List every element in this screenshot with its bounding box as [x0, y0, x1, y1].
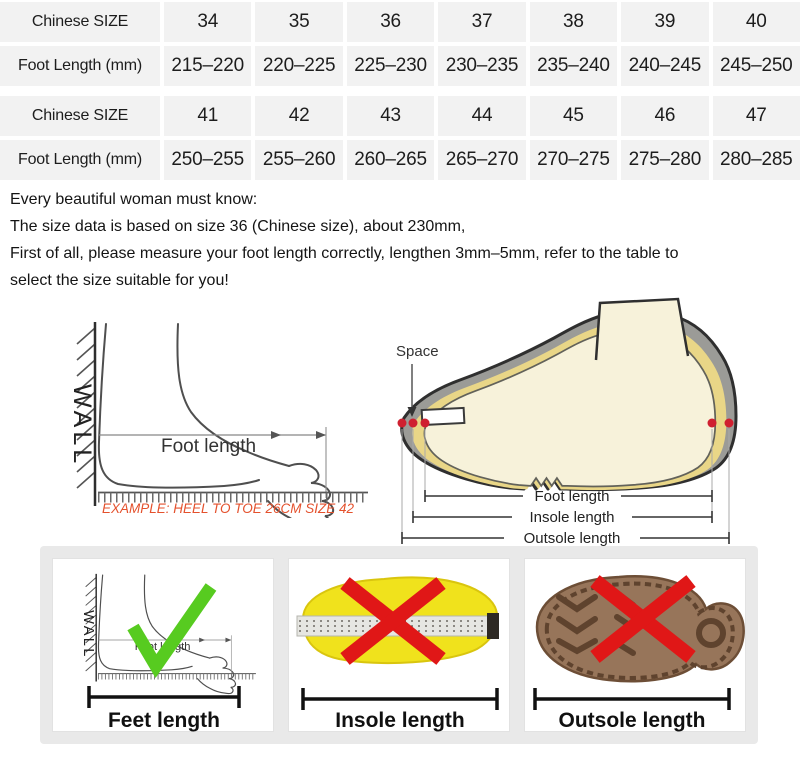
length-cell: 245–250 [712, 46, 800, 86]
length-cell: 255–260 [255, 140, 343, 180]
length-cell: 270–275 [529, 140, 618, 180]
how-to-measure-panels: Feet length Insole length [40, 546, 758, 744]
ibeam-line [87, 686, 241, 708]
mini-foot-diagram [80, 574, 256, 694]
foot-length-label: Foot length [534, 488, 609, 505]
panel-insole-length: Insole length [288, 558, 510, 732]
size-cell: 39 [621, 2, 709, 42]
length-cell: 215–220 [164, 46, 252, 86]
heel-tread [696, 618, 726, 648]
note-line: The size data is based on size 36 (Chine… [10, 218, 466, 235]
length-cell: 230–235 [438, 46, 526, 86]
size-cell: 42 [255, 96, 343, 136]
feet-length-graphic: Feet length [53, 559, 275, 732]
table-row-label: Foot Length (mm) [0, 46, 160, 86]
length-cell: 235–240 [529, 46, 618, 86]
foot-length-line [424, 490, 713, 502]
size-cell: 41 [164, 96, 252, 136]
insole-length-label: Insole length [529, 509, 614, 526]
panel-label: Outsole length [559, 709, 706, 732]
outsole-length-line [401, 532, 730, 544]
size-cell: 45 [529, 96, 618, 136]
table-header-cell: Chinese SIZE [0, 2, 160, 42]
size-cell: 40 [712, 2, 800, 42]
panel-feet-length: Feet length [52, 558, 274, 732]
size-cell: 36 [346, 2, 435, 42]
insole-length-graphic: Insole length [296, 559, 499, 732]
length-cell: 275–280 [621, 140, 709, 180]
length-cell: 265–270 [438, 140, 526, 180]
length-cell: 220–225 [255, 46, 343, 86]
measure-diagram-svg: WALL Foot length [28, 300, 380, 518]
outsole-lug-edge [544, 581, 735, 681]
toe-gap [420, 406, 466, 427]
length-cell: 240–245 [621, 46, 709, 86]
length-cell: 250–255 [164, 140, 252, 180]
size-cell: 43 [346, 96, 435, 136]
length-cell: 280–285 [712, 140, 800, 180]
note-line: First of all, please measure your foot l… [10, 245, 679, 262]
outsole-length-graphic: Outsole length [533, 559, 745, 732]
shoe-section-diagram-svg: Space Foot length Insole length Outsole … [396, 297, 738, 547]
size-cell: 34 [164, 2, 252, 42]
ibeam-line [301, 688, 499, 710]
panel-label: Feet length [108, 709, 220, 732]
size-cell: 35 [255, 2, 343, 42]
table-header-cell: Chinese SIZE [0, 96, 160, 136]
notes-block: Every beautiful woman must know: The siz… [10, 186, 678, 294]
leg-shape [596, 299, 688, 360]
panel-outsole-length: Outsole length [524, 558, 746, 732]
outsole-length-label: Outsole length [524, 530, 621, 547]
foot-measure-diagram-instance [68, 322, 368, 518]
example-label: EXAMPLE: HEEL TO TOE 26CM SIZE 42 [102, 501, 355, 516]
measure-dots [397, 418, 734, 428]
leg-outline [594, 297, 690, 361]
size-cell: 44 [438, 96, 526, 136]
table-row-label: Foot Length (mm) [0, 140, 160, 180]
size-table-2: Chinese SIZE 41 42 43 44 45 46 47 Foot L… [0, 96, 800, 180]
panel-label: Insole length [335, 709, 465, 732]
size-cell: 38 [529, 2, 618, 42]
size-cell: 47 [712, 96, 800, 136]
check-icon [127, 583, 217, 679]
note-line: select the size suitable for you! [10, 272, 229, 289]
size-cell: 37 [438, 2, 526, 42]
size-cell: 46 [621, 96, 709, 136]
note-line: Every beautiful woman must know: [10, 191, 258, 208]
space-arrow [407, 364, 417, 417]
length-cell: 225–230 [346, 46, 435, 86]
insole-length-line [412, 511, 713, 523]
size-table-1: Chinese SIZE 34 35 36 37 38 39 40 Foot L… [0, 2, 800, 86]
length-cell: 260–265 [346, 140, 435, 180]
ibeam-line [533, 688, 731, 710]
measure-connectors [401, 429, 730, 543]
space-label: Space [396, 343, 439, 360]
